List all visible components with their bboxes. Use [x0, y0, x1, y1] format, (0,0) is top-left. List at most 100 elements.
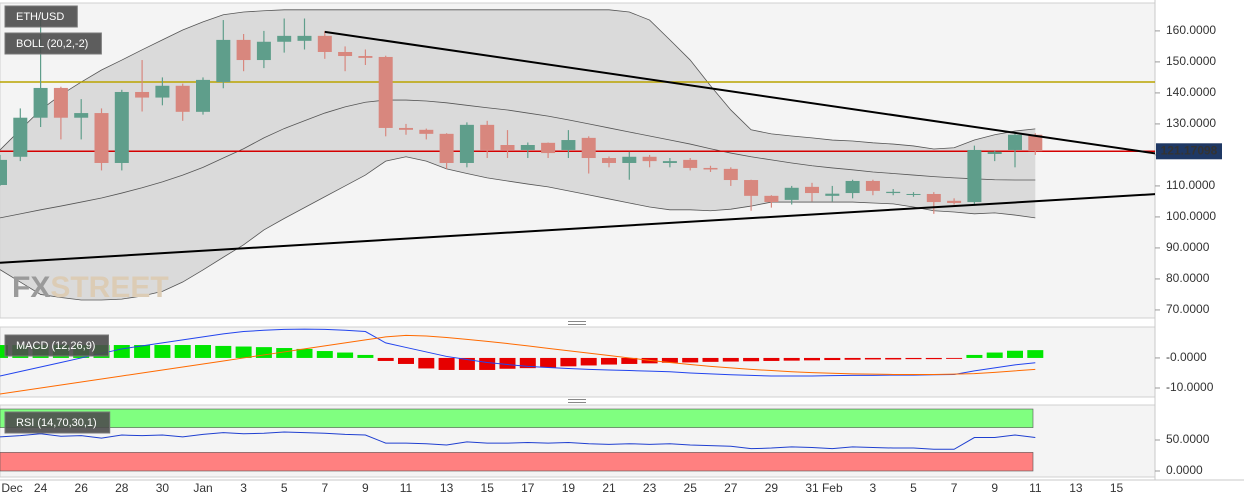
y-tick-label: 50.0000 [1166, 432, 1210, 446]
resize-handle[interactable] [568, 321, 586, 325]
macd-histogram-bar [804, 357, 820, 361]
y-tick-label: 80.0000 [1166, 271, 1210, 285]
candle-body [845, 180, 860, 194]
macd-histogram-bar [0, 345, 8, 358]
macd-histogram-bar [986, 352, 1003, 358]
x-tick-label: 9 [991, 481, 998, 495]
candle-body [33, 87, 48, 118]
candle-body [886, 191, 901, 194]
x-tick-label: 23 [643, 481, 657, 495]
macd-histogram-bar [398, 357, 414, 364]
indicator-tag-box [4, 411, 111, 434]
macd-histogram-bar [946, 357, 963, 359]
macd-histogram-bar [418, 357, 435, 369]
candle-body [947, 200, 962, 203]
candle-body [236, 39, 251, 61]
watermark-part: STREET [50, 271, 168, 304]
macd-histogram-bar [783, 357, 800, 361]
indicator-tag: BOLL (20,2,-2) [16, 38, 88, 50]
y-tick-label: 100.0000 [1166, 209, 1216, 223]
candle-body [865, 180, 880, 191]
macd-histogram-bar [844, 357, 861, 360]
y-tick-label: -10.0000 [1166, 380, 1214, 394]
macd-histogram-bar [235, 346, 252, 358]
candle-body [987, 151, 1002, 154]
macd-histogram-bar [357, 354, 374, 358]
x-tick-label: 27 [724, 481, 738, 495]
y-tick-label: 130.0000 [1166, 116, 1216, 130]
candle-body [480, 124, 495, 150]
candle-body [683, 159, 698, 168]
candle-body [662, 161, 677, 163]
candle-body [805, 186, 819, 194]
candle-body [500, 144, 515, 150]
macd-histogram-bar [722, 357, 739, 362]
macd-histogram-bar [743, 357, 760, 362]
x-tick-label: 31 [805, 481, 819, 495]
candle-body [53, 87, 68, 118]
macd-histogram-bar [174, 345, 191, 358]
indicator-tag: RSI (14,70,30,1) [16, 417, 97, 429]
x-tick-label: 11 [1029, 481, 1042, 495]
x-tick-label: 9 [362, 481, 369, 495]
y-tick-label: 70.0000 [1166, 302, 1210, 316]
macd-histogram-bar [925, 357, 942, 360]
candle-body [561, 140, 576, 150]
candle-body [135, 91, 150, 98]
macd-histogram-bar [824, 357, 841, 361]
last-price-label: 121.17098 [1161, 143, 1218, 157]
candle-body [764, 195, 779, 203]
x-tick-label: 29 [765, 481, 779, 495]
candle-body [358, 56, 373, 58]
candle-body [74, 113, 89, 118]
macd-histogram-bar [195, 345, 211, 358]
macd-line [0, 328, 1036, 377]
candle-body [784, 187, 799, 200]
candle-body [459, 124, 474, 163]
indicator-tag: ETH/USD [16, 11, 64, 23]
macd-histogram-bar [316, 351, 333, 358]
macd-histogram-bar [215, 345, 232, 358]
x-tick-label: Feb [822, 481, 843, 495]
watermark-part: FX [12, 271, 50, 304]
macd-line [0, 334, 1036, 395]
x-tick-label: 25 [684, 481, 698, 495]
candle-body [906, 193, 921, 195]
macd-histogram-bar [885, 357, 902, 360]
x-tick-label: 24 [34, 481, 48, 495]
candle-body [196, 79, 210, 112]
candle-body [175, 85, 190, 112]
resize-handle[interactable] [568, 399, 586, 403]
candle-body [602, 158, 616, 163]
rsi-line [0, 431, 1036, 450]
bollinger-upper [0, 9, 1036, 151]
macd-histogram-bar [763, 357, 780, 361]
rsi-plot [0, 408, 1036, 472]
x-tick-label: 15 [481, 481, 495, 495]
x-tick-label: 17 [521, 481, 535, 495]
bollinger-middle [0, 99, 1036, 219]
macd-histogram-bar [134, 345, 151, 358]
x-tick-label: 30 [156, 481, 170, 495]
rsi-zone [0, 408, 1034, 428]
macd-histogram-bar [255, 347, 272, 358]
candle-body [926, 193, 941, 203]
macd-histogram-bar [479, 357, 496, 370]
candle-body [622, 156, 637, 163]
macd-histogram-bar [154, 345, 171, 358]
bollinger-lower [0, 156, 1036, 301]
macd-histogram-bar [682, 357, 699, 363]
y-tick-label: 0.0000 [1166, 463, 1203, 477]
macd-histogram-bar [438, 357, 455, 370]
candle-body [744, 180, 759, 196]
macd-histogram-bar [276, 348, 293, 358]
indicator-tag-box [4, 32, 102, 55]
x-tick-label: 15 [1110, 481, 1124, 495]
candle-body [439, 133, 454, 163]
macd-histogram-bar [1007, 350, 1023, 358]
candle-body [581, 137, 596, 159]
macd-panel [0, 326, 1156, 398]
y-tick-label: 150.0000 [1166, 54, 1216, 68]
candle-body [94, 113, 109, 163]
